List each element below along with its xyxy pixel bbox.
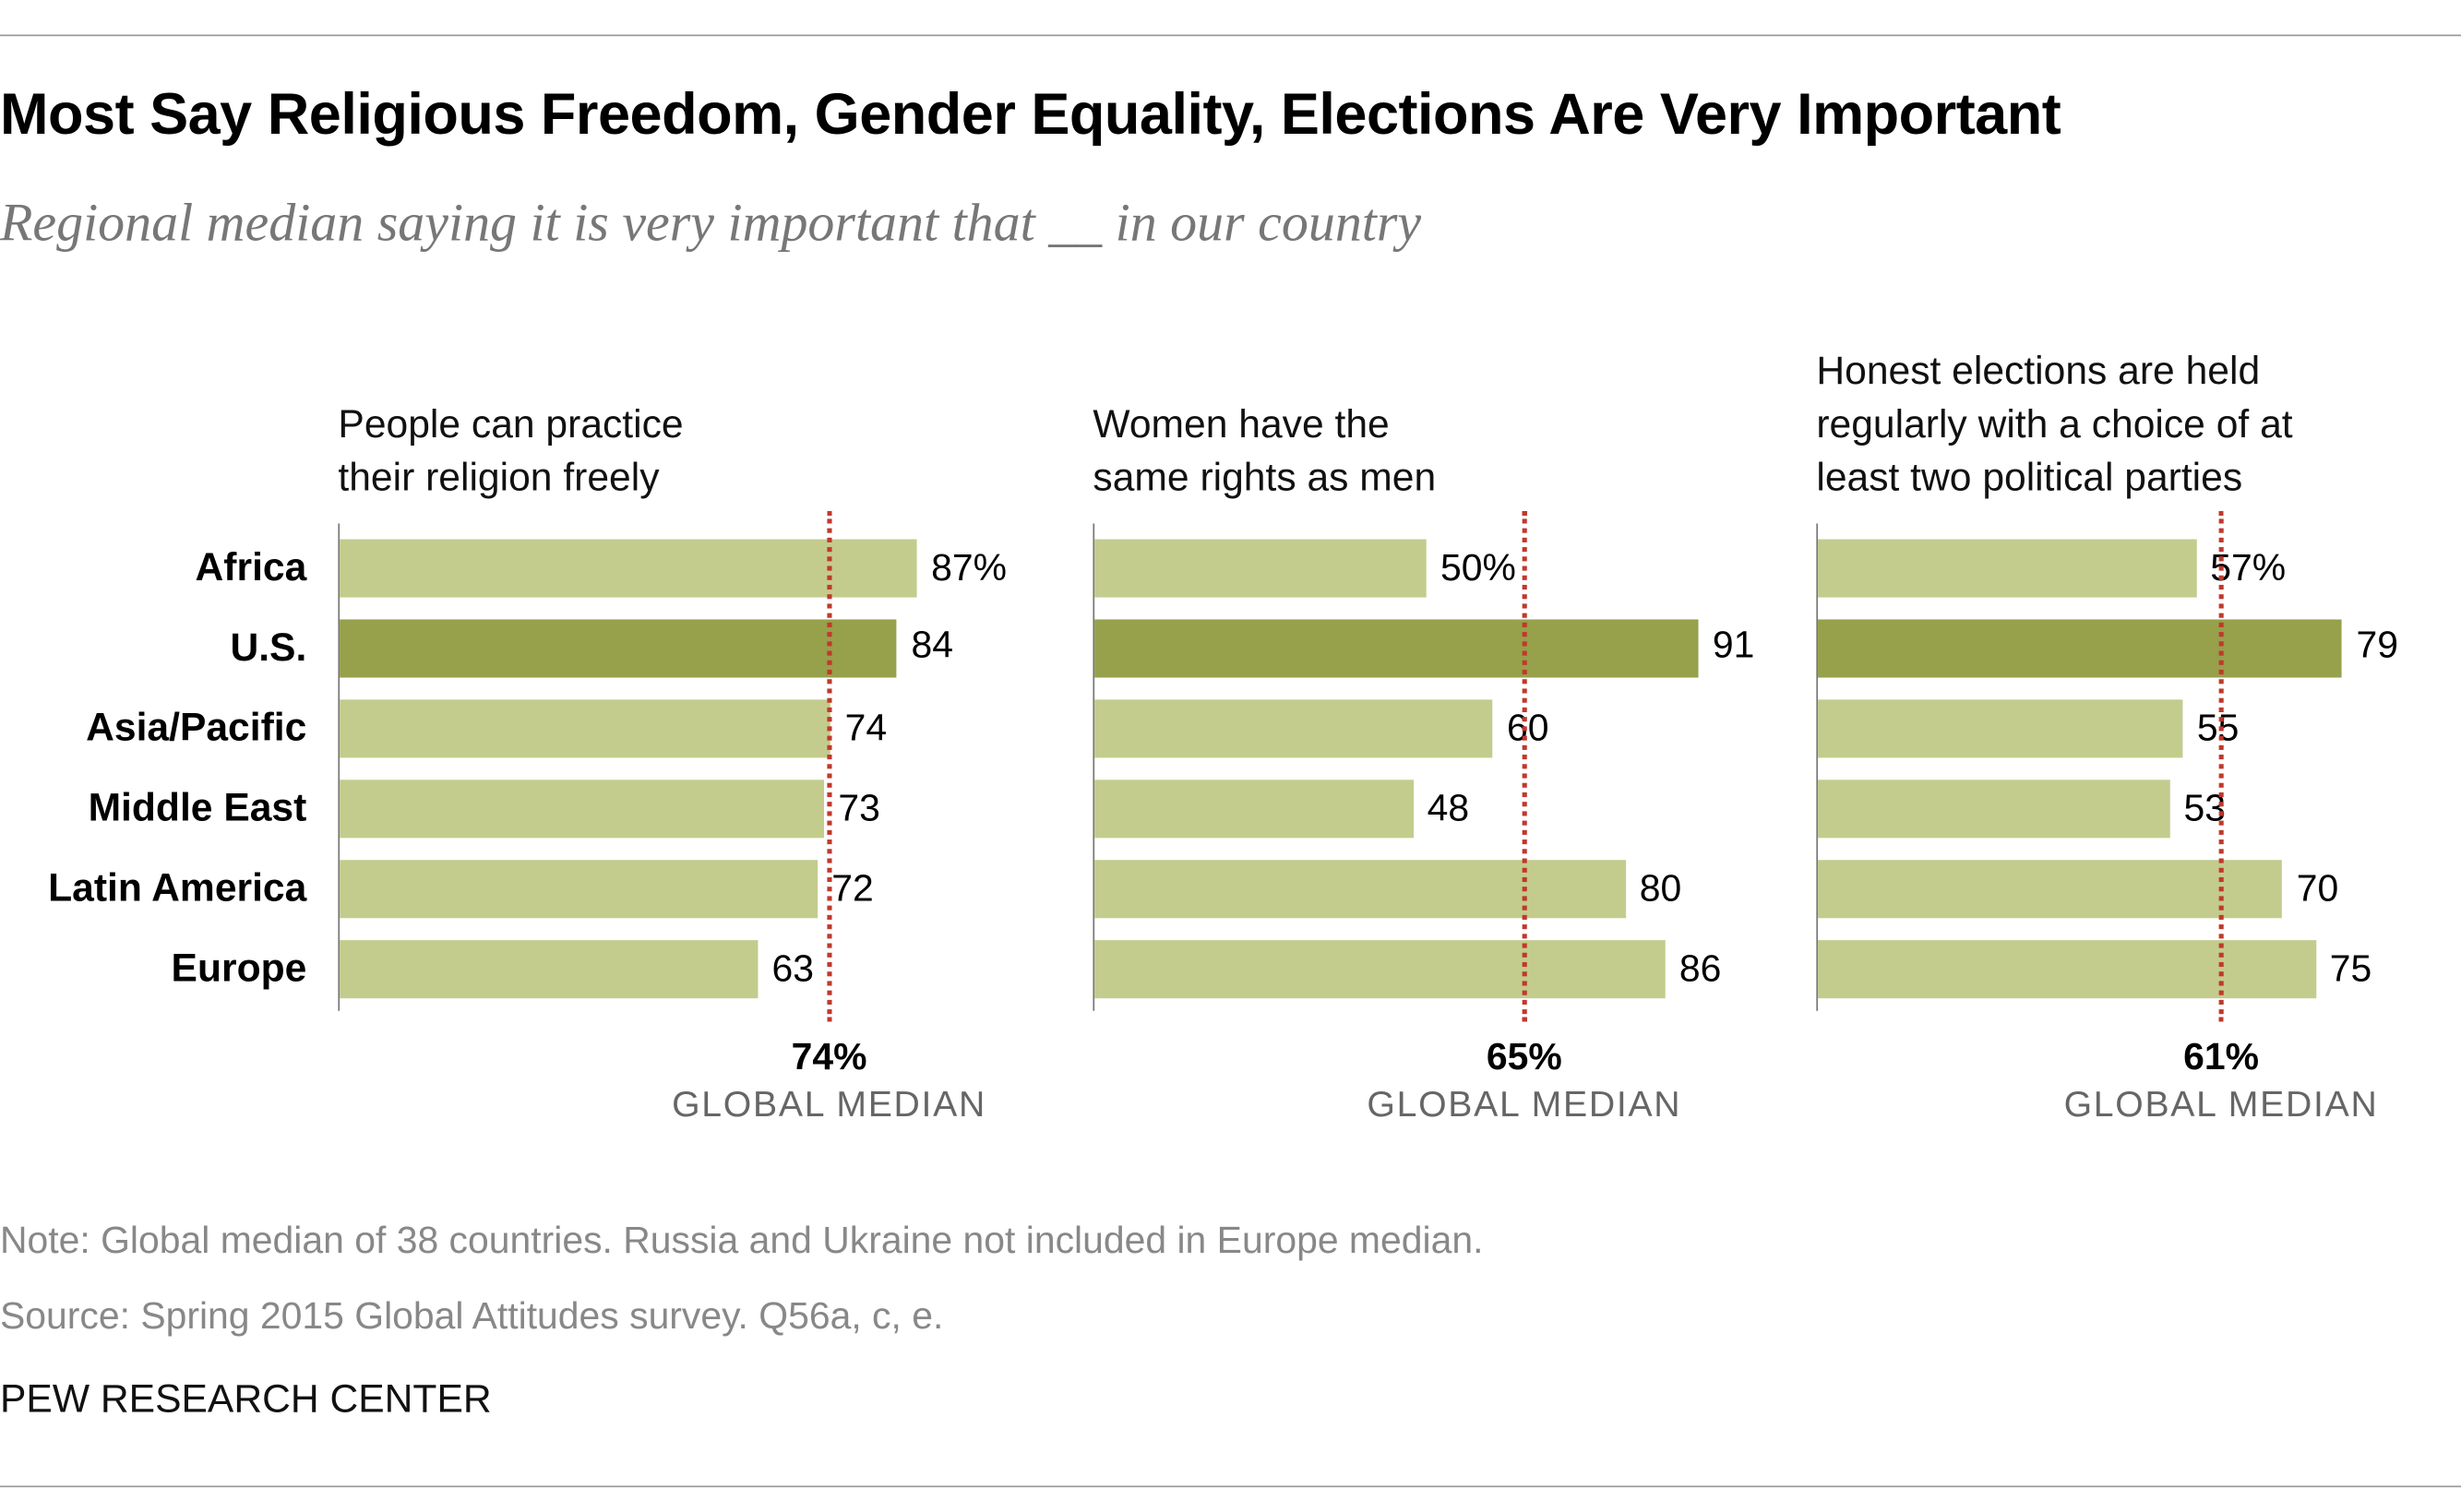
category-label: Middle East (88, 786, 307, 830)
bar (1818, 539, 2196, 598)
global-median-value: 74% (791, 1036, 867, 1079)
global-median-line (2219, 510, 2225, 1022)
bottom-rule (0, 1485, 2461, 1488)
panel-title: Women have the (1093, 402, 1390, 446)
global-median-line (1523, 510, 1528, 1022)
value-label: 75 (2329, 947, 2372, 991)
bar (1094, 860, 1626, 919)
bar (340, 780, 825, 839)
value-label: 50% (1440, 547, 1516, 590)
value-label: 60 (1506, 707, 1549, 750)
note: Note: Global median of 38 countries. Rus… (0, 1220, 1484, 1263)
category-label: Africa (195, 545, 307, 590)
global-median-caption: GLOBAL MEDIAN (672, 1083, 987, 1125)
value-label: 53 (2183, 787, 2227, 830)
chart-subtitle: Regional median saying it is very import… (0, 195, 1422, 254)
panel-title: their religion freely (338, 456, 660, 500)
global-median-line (827, 510, 832, 1022)
source: Source: Spring 2015 Global Attitudes sur… (0, 1295, 944, 1339)
value-label: 74 (844, 707, 888, 750)
value-label: 73 (838, 787, 880, 830)
bar (1094, 539, 1427, 598)
axis-line (1093, 523, 1095, 1011)
value-label: 84 (911, 624, 954, 667)
value-label: 79 (2356, 624, 2399, 667)
panel-title: Honest elections are held (1816, 349, 2261, 394)
value-label: 80 (1639, 867, 1682, 911)
category-label: Asia/Pacific (86, 706, 307, 750)
bar (1094, 699, 1493, 758)
value-label: 70 (2296, 867, 2339, 911)
bar (1818, 860, 2283, 919)
global-median-value: 65% (1486, 1036, 1562, 1079)
bar (1818, 780, 2170, 839)
value-label: 48 (1427, 787, 1470, 830)
global-median-caption: GLOBAL MEDIAN (2063, 1083, 2379, 1125)
bar (340, 539, 917, 598)
value-label: 55 (2196, 707, 2240, 750)
bar (1094, 780, 1414, 839)
bar (1818, 619, 2343, 678)
axis-line (1816, 523, 1819, 1011)
value-label: 86 (1678, 947, 1722, 991)
bar (340, 619, 898, 678)
brand: PEW RESEARCH CENTER (0, 1376, 492, 1422)
panel-title: regularly with a choice of at (1816, 402, 2293, 446)
panel-title: least two political parties (1816, 456, 2243, 500)
category-label: Latin America (48, 866, 307, 911)
chart-title: Most Say Religious Freedom, Gender Equal… (0, 81, 2061, 147)
bar (1094, 940, 1666, 999)
bar (1094, 619, 1699, 678)
category-label: Europe (171, 946, 307, 991)
global-median-value: 61% (2183, 1036, 2259, 1079)
value-label: 91 (1712, 624, 1755, 667)
value-label: 72 (831, 867, 874, 911)
category-label: U.S. (230, 625, 307, 670)
bar (1818, 699, 2183, 758)
bar (340, 699, 831, 758)
value-label: 87% (931, 547, 1007, 590)
bar (1818, 940, 2316, 999)
panel-title: People can practice (338, 402, 684, 446)
axis-line (338, 523, 340, 1011)
bar (340, 940, 759, 999)
global-median-caption: GLOBAL MEDIAN (1367, 1083, 1682, 1125)
top-rule (0, 34, 2461, 37)
value-label: 63 (771, 947, 815, 991)
panel-title: same rights as men (1093, 456, 1437, 500)
bar (340, 860, 818, 919)
